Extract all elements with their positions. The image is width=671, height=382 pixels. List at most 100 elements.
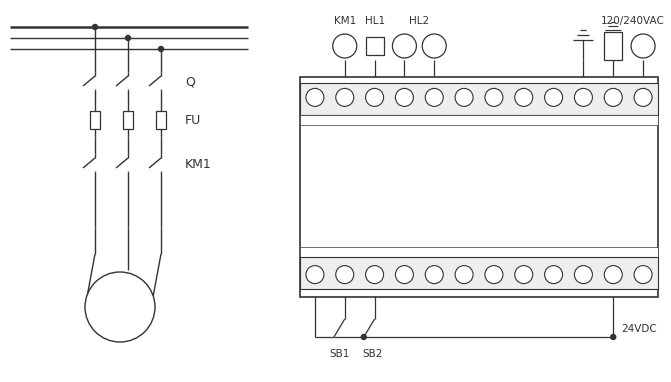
- Circle shape: [336, 265, 354, 283]
- Circle shape: [425, 265, 444, 283]
- Circle shape: [333, 34, 357, 58]
- Text: —: —: [580, 117, 586, 123]
- Text: −: −: [639, 93, 647, 102]
- Text: −: −: [639, 41, 647, 51]
- Circle shape: [455, 88, 473, 107]
- Text: 0.4: 0.4: [488, 249, 499, 255]
- Text: 0.3: 0.3: [429, 249, 440, 255]
- Text: 0.1: 0.1: [369, 117, 380, 123]
- Circle shape: [158, 47, 164, 52]
- Text: SB1: SB1: [329, 349, 350, 359]
- Circle shape: [634, 88, 652, 107]
- Circle shape: [634, 265, 652, 283]
- Text: Q: Q: [185, 76, 195, 89]
- Circle shape: [574, 265, 592, 283]
- Text: 1L: 1L: [311, 117, 319, 123]
- Text: L+: L+: [639, 249, 648, 255]
- Text: −: −: [520, 270, 527, 279]
- Text: L1AC: L1AC: [635, 117, 652, 123]
- Text: −: −: [460, 93, 468, 102]
- Text: FU: FU: [185, 113, 201, 126]
- Text: −: −: [341, 41, 349, 51]
- Text: 0.5: 0.5: [519, 249, 529, 255]
- Circle shape: [545, 265, 562, 283]
- Circle shape: [605, 88, 622, 107]
- Text: −: −: [580, 270, 587, 279]
- Text: M: M: [113, 290, 127, 306]
- Circle shape: [425, 88, 444, 107]
- Text: KM1: KM1: [333, 16, 356, 26]
- Text: •: •: [432, 117, 436, 123]
- Circle shape: [395, 88, 413, 107]
- Bar: [156, 111, 166, 129]
- Text: −: −: [431, 93, 437, 102]
- Bar: [90, 111, 100, 129]
- Text: 0.2: 0.2: [399, 117, 410, 123]
- Bar: [123, 111, 133, 129]
- Text: 0.3: 0.3: [488, 117, 499, 123]
- Text: HL1: HL1: [364, 16, 384, 26]
- Text: 0.7: 0.7: [578, 249, 588, 255]
- Text: SB2: SB2: [362, 349, 382, 359]
- Circle shape: [366, 88, 384, 107]
- Text: 0.0: 0.0: [340, 249, 350, 255]
- Text: −: −: [491, 93, 497, 102]
- Circle shape: [336, 88, 354, 107]
- Text: M: M: [611, 249, 616, 255]
- Circle shape: [515, 265, 533, 283]
- Text: 24VDC: 24VDC: [621, 324, 657, 334]
- Circle shape: [422, 34, 446, 58]
- Text: 0.5: 0.5: [548, 117, 559, 123]
- Circle shape: [605, 265, 622, 283]
- Text: −: −: [342, 270, 348, 279]
- Circle shape: [485, 265, 503, 283]
- Text: −: −: [550, 270, 557, 279]
- Text: −: −: [491, 270, 497, 279]
- Circle shape: [125, 36, 130, 40]
- Bar: [366, 37, 384, 55]
- Text: −: −: [401, 93, 408, 102]
- Text: −: −: [550, 93, 557, 102]
- Text: N: N: [611, 117, 616, 123]
- Text: 2M: 2M: [459, 249, 469, 255]
- Circle shape: [366, 265, 384, 283]
- Circle shape: [485, 88, 503, 107]
- Text: −: −: [431, 270, 437, 279]
- Text: CPU222: CPU222: [449, 180, 509, 194]
- Text: 0.4: 0.4: [519, 117, 529, 123]
- Text: 0.6: 0.6: [548, 249, 559, 255]
- Circle shape: [574, 88, 592, 107]
- Text: −: −: [311, 270, 319, 279]
- Text: −: −: [580, 93, 587, 102]
- Text: 3: 3: [116, 309, 124, 322]
- Text: 0.1: 0.1: [369, 249, 380, 255]
- Text: 120/240VAC: 120/240VAC: [601, 16, 665, 26]
- Text: 2L: 2L: [460, 117, 468, 123]
- Text: −: −: [520, 93, 527, 102]
- Circle shape: [455, 265, 473, 283]
- Circle shape: [545, 88, 562, 107]
- Text: −: −: [401, 270, 408, 279]
- Text: −: −: [371, 270, 378, 279]
- Text: −: −: [610, 270, 617, 279]
- Text: 0.0: 0.0: [340, 117, 350, 123]
- Text: 1M: 1M: [310, 249, 320, 255]
- Circle shape: [93, 24, 97, 29]
- Bar: [300, 83, 658, 115]
- Circle shape: [306, 88, 324, 107]
- Circle shape: [515, 88, 533, 107]
- Circle shape: [361, 335, 366, 340]
- Bar: [300, 257, 658, 289]
- Circle shape: [395, 265, 413, 283]
- Text: 0.2: 0.2: [399, 249, 410, 255]
- Bar: [300, 247, 658, 257]
- Text: −: −: [460, 270, 468, 279]
- Text: −: −: [639, 270, 647, 279]
- Circle shape: [85, 272, 155, 342]
- Circle shape: [631, 34, 655, 58]
- Text: KM1: KM1: [185, 157, 212, 170]
- Text: −: −: [610, 93, 617, 102]
- Bar: [300, 115, 658, 125]
- Text: −: −: [311, 93, 319, 102]
- Text: −: −: [342, 93, 348, 102]
